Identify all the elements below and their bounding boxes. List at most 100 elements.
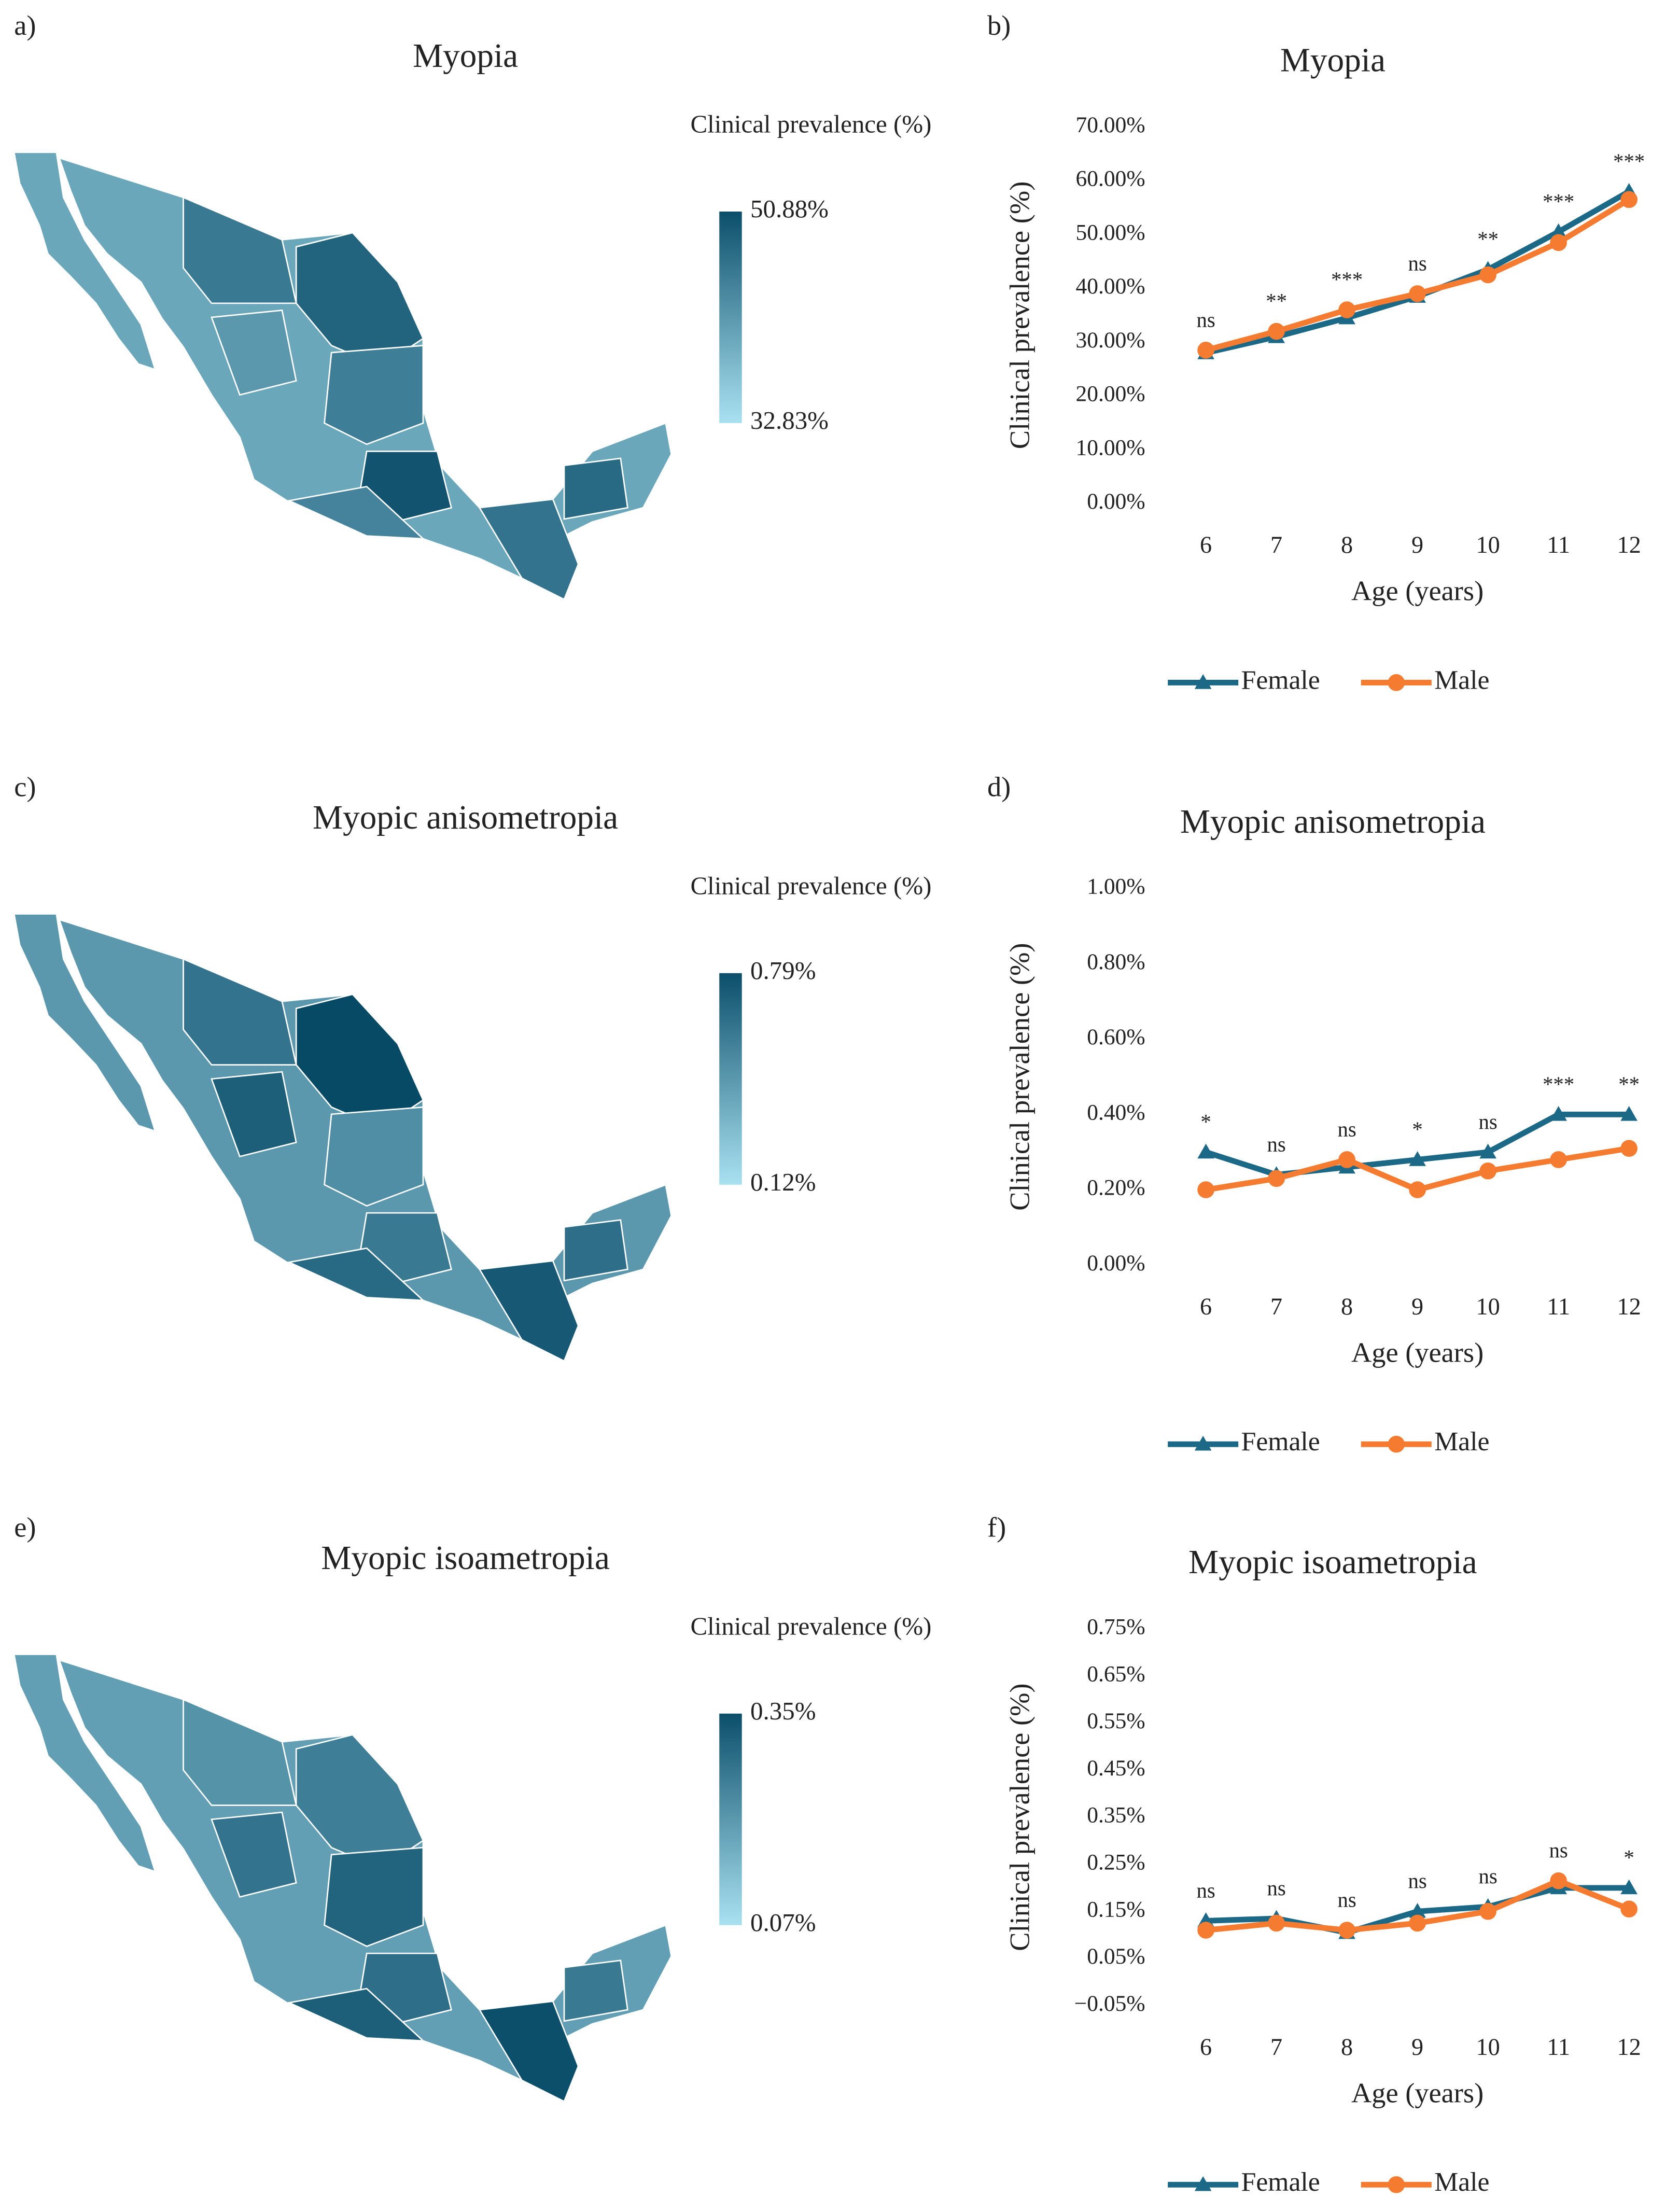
y-tick-label: 0.25% (1087, 1850, 1145, 1874)
y-tick-label: 0.00% (1087, 1251, 1145, 1276)
y-tick-label: 0.40% (1087, 1100, 1145, 1125)
x-tick-label: 6 (1200, 532, 1212, 558)
map-region (13, 151, 157, 371)
y-tick-label: 0.80% (1087, 949, 1145, 974)
annotation: * (1412, 1117, 1422, 1141)
map-region (478, 1260, 579, 1362)
annotation: ns (1478, 1865, 1497, 1888)
panel: b) Myopia Clinical prevalence (%) Age (year… (987, 10, 1645, 695)
map-region (324, 1106, 424, 1207)
panel-label: d) (987, 772, 1011, 803)
panel: d) Myopic anisometropia Clinical prevalenc… (987, 772, 1641, 1457)
colorbar (719, 212, 742, 423)
annotation: *** (1543, 1072, 1574, 1096)
map-region (183, 196, 297, 304)
panel: e) Myopic isoametropia Clinical prevalence… (13, 1512, 931, 2103)
point (1409, 1902, 1426, 1918)
y-tick-label: 1.00% (1087, 874, 1145, 899)
annotation: * (1200, 1110, 1211, 1133)
annotation: *** (1613, 149, 1645, 173)
legend-title: Clinical prevalence (%) (690, 871, 932, 900)
point (1620, 1106, 1638, 1121)
point (1550, 1151, 1567, 1168)
x-tick-label: 8 (1341, 1294, 1353, 1320)
y-axis-label: Clinical prevalence (%) (1004, 1683, 1035, 1951)
y-tick-label: 0.15% (1087, 1897, 1145, 1922)
legend-marker (1194, 674, 1212, 689)
annotation: ns (1267, 1877, 1285, 1900)
colorbar-label: 32.83% (750, 406, 829, 435)
map-region (13, 913, 157, 1132)
annotation: ns (1267, 1133, 1285, 1156)
legend-marker (1194, 1435, 1212, 1451)
point (1550, 1872, 1567, 1889)
map (13, 1654, 673, 2103)
map-region (287, 1987, 425, 2042)
map-region (211, 1811, 297, 1898)
point (1620, 1140, 1638, 1157)
point (1479, 1162, 1496, 1180)
legend-title: Clinical prevalence (%) (690, 110, 932, 138)
annotation: ** (1266, 289, 1287, 313)
point (1550, 223, 1567, 239)
legend-title-box: Clinical prevalence (%) (690, 110, 932, 138)
x-tick-label: 7 (1270, 2034, 1282, 2061)
y-tick-label: 40.00% (1075, 274, 1145, 299)
y-tick-label: 0.75% (1087, 1615, 1145, 1640)
colorbar-label: 0.07% (750, 1908, 816, 1937)
annotation: ns (1549, 1839, 1568, 1862)
point (1550, 234, 1567, 251)
y-tick-label: 60.00% (1075, 166, 1145, 191)
y-axis-label: Clinical prevalence (%) (1004, 943, 1035, 1210)
point (1268, 323, 1285, 340)
panel-label: f) (987, 1512, 1006, 1543)
x-tick-label: 6 (1200, 2034, 1212, 2061)
map-region (287, 485, 425, 540)
panel: c) Myopic anisometropia Clinical prevalenc… (13, 772, 932, 1362)
annotation: ns (1337, 1888, 1356, 1912)
legend-label: Male (1434, 2167, 1489, 2197)
map-region (183, 958, 297, 1066)
x-tick-label: 9 (1411, 532, 1423, 558)
x-tick-label: 10 (1476, 2034, 1500, 2061)
annotation: ** (1477, 228, 1499, 251)
y-tick-label: 0.35% (1087, 1803, 1145, 1828)
point (1268, 1170, 1285, 1187)
map-region (183, 1698, 297, 1806)
point (1409, 1151, 1426, 1166)
annotation: ** (1618, 1072, 1640, 1096)
legend-marker (1388, 2176, 1405, 2193)
y-tick-label: 20.00% (1075, 382, 1145, 407)
y-tick-label: 0.00% (1087, 489, 1145, 514)
annotation: ns (1408, 251, 1426, 275)
y-tick-label: 0.45% (1087, 1756, 1145, 1781)
map (13, 151, 673, 600)
x-tick-label: 9 (1411, 2034, 1423, 2061)
point (1620, 191, 1638, 208)
panel: a) Myopia Clinical prevalence (%) 50.88% 32.… (13, 10, 932, 600)
y-tick-label: −0.05% (1074, 1991, 1145, 2016)
legend-marker (1194, 2176, 1212, 2191)
annotation: ns (1196, 1879, 1215, 1902)
x-tick-label: 11 (1547, 2034, 1570, 2061)
annotation: ns (1196, 308, 1215, 331)
point (1409, 1181, 1426, 1198)
colorbar (719, 1713, 742, 1925)
colorbar-label: 0.35% (750, 1697, 816, 1725)
point (1550, 1106, 1567, 1121)
x-tick-label: 9 (1411, 1294, 1423, 1320)
y-tick-label: 50.00% (1075, 220, 1145, 245)
chart-title: Myopia (413, 37, 518, 75)
point (1338, 1922, 1355, 1939)
point (1197, 1922, 1214, 1939)
map (13, 913, 673, 1362)
point (1479, 1143, 1496, 1159)
x-tick-label: 11 (1547, 532, 1570, 558)
panel: f) Myopic isoametropia Clinical prevalence… (987, 1512, 1641, 2197)
legend-label: Male (1434, 1427, 1489, 1457)
chart-title: Myopic isoametropia (321, 1539, 609, 1577)
legend-label: Female (1241, 1427, 1320, 1457)
map-region (563, 1219, 628, 1282)
map-region (563, 457, 628, 520)
x-axis-label: Age (years) (1351, 2077, 1484, 2108)
